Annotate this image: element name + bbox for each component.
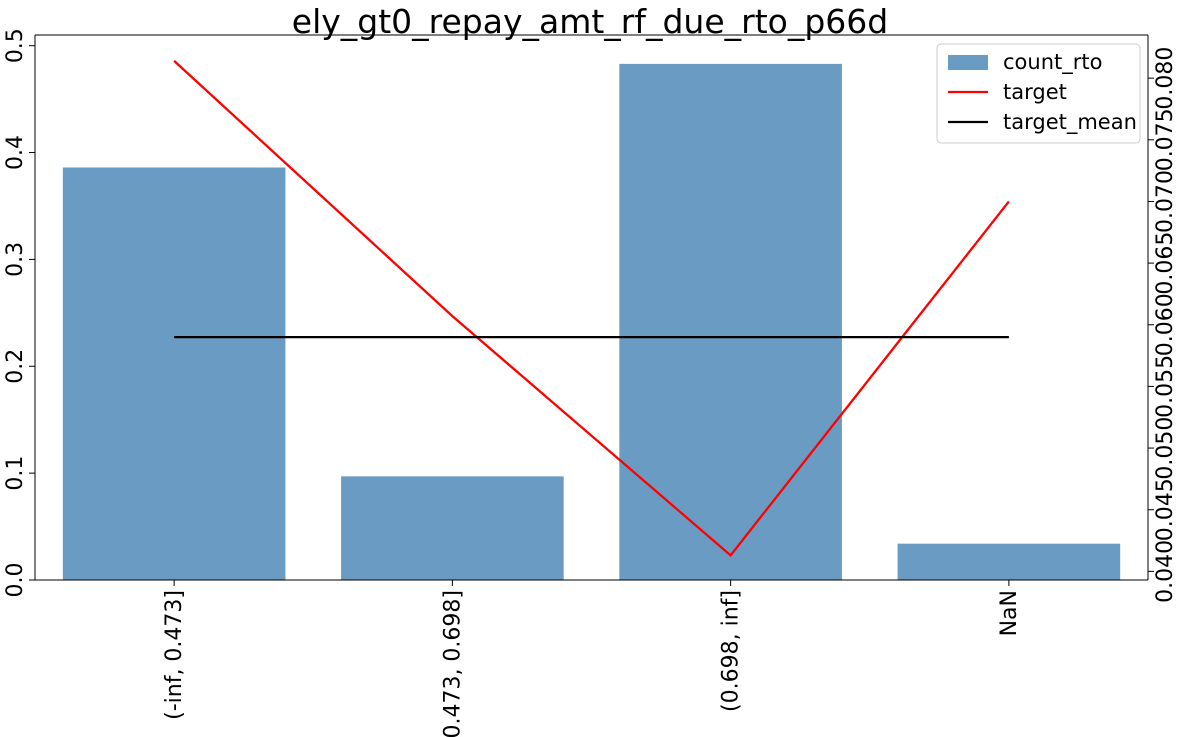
y-left-tick-label: 0.0 — [3, 563, 28, 598]
y-right-tick-label: 0.050 — [1153, 417, 1178, 480]
x-tick-label: NaN — [997, 590, 1022, 636]
x-tick-label: (-inf, 0.473] — [162, 590, 187, 720]
line-target — [173, 60, 1010, 557]
legend-swatch-count_rto — [948, 55, 988, 70]
x-tick-label: (0.473, 0.698] — [440, 590, 465, 737]
y-left-tick-label: 0.1 — [3, 456, 28, 491]
bar-count_rto-2 — [619, 63, 842, 580]
y-right-tick-label: 0.070 — [1153, 170, 1178, 233]
y-left-tick-label: 0.2 — [3, 349, 28, 384]
plot-bars — [62, 63, 1121, 580]
legend-label-target: target — [1003, 80, 1067, 104]
y-right-tick-label: 0.040 — [1153, 540, 1178, 603]
plot-lines — [173, 60, 1010, 557]
x-tick-label: (0.698, inf] — [719, 590, 744, 712]
legend-label-count_rto: count_rto — [1003, 50, 1102, 75]
y-right-tick-label: 0.045 — [1153, 478, 1178, 541]
y-right-tick-label: 0.075 — [1153, 108, 1178, 171]
y-left-tick-label: 0.3 — [3, 242, 28, 277]
y-right-tick-label: 0.080 — [1153, 47, 1178, 110]
legend-label-target_mean: target_mean — [1003, 110, 1137, 135]
y-left-tick-label: 0.5 — [3, 28, 28, 63]
plot-axes: 0.00.10.20.30.40.50.0400.0450.0500.0550.… — [3, 28, 1178, 737]
bar-count_rto-0 — [62, 167, 286, 580]
y-left-tick-label: 0.4 — [3, 135, 28, 170]
bar-count_rto-1 — [341, 476, 564, 580]
y-right-tick-label: 0.055 — [1153, 355, 1178, 418]
y-right-tick-label: 0.060 — [1153, 293, 1178, 356]
bar-count_rto-3 — [897, 543, 1121, 580]
y-right-tick-label: 0.065 — [1153, 232, 1178, 295]
